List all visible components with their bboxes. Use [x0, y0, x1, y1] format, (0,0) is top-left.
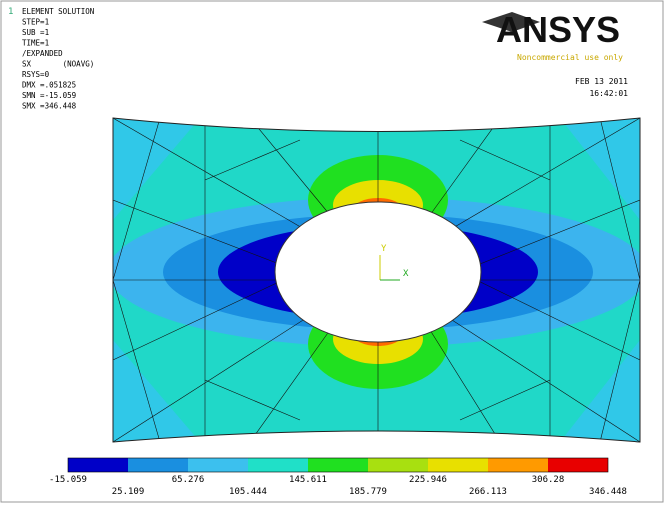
legend-label: 346.448	[589, 487, 627, 497]
legend-label: -15.059	[49, 475, 87, 485]
legend-swatch	[188, 458, 248, 472]
legend-swatch	[548, 458, 608, 472]
info-line: SUB =1	[22, 28, 49, 37]
legend-label: 25.109	[112, 487, 145, 497]
triad-label: X	[403, 269, 409, 279]
legend-label: 266.113	[469, 487, 507, 497]
date: FEB 13 2011	[575, 77, 628, 86]
info-line: DMX =.051825	[22, 81, 76, 90]
info-line: ELEMENT SOLUTION	[22, 7, 94, 16]
legend-swatch	[128, 458, 188, 472]
ansys-viewport: 1 ELEMENT SOLUTION STEP=1SUB =1 TIME=1/EXP…	[0, 0, 665, 504]
legend-label: 306.28	[532, 475, 565, 485]
info-line: RSYS=0	[22, 70, 50, 79]
legend-label: 145.611	[289, 475, 327, 485]
logo-note: Noncommercial use only	[517, 53, 623, 62]
legend-swatch	[368, 458, 428, 472]
info-line: /EXPANDED	[22, 49, 63, 58]
legend-swatch	[308, 458, 368, 472]
legend-label: 225.946	[409, 475, 447, 485]
legend-label: 65.276	[172, 475, 205, 485]
legend-label: 105.444	[229, 487, 267, 497]
info-line: SMN =-15.059	[22, 91, 76, 100]
info-line: SMX =346.448	[22, 102, 77, 111]
corner-label: 1	[8, 7, 13, 17]
info-line: STEP=1	[22, 18, 49, 27]
info-line: TIME=1	[22, 39, 49, 48]
logo-text: ANSYS	[496, 9, 620, 50]
triad-label: Y	[381, 244, 387, 254]
legend-swatch	[68, 458, 128, 472]
info-line: SX (NOAVG)	[22, 60, 94, 69]
legend-swatch	[428, 458, 488, 472]
legend-swatch	[488, 458, 548, 472]
time: 16:42:01	[589, 89, 628, 98]
legend-label: 185.779	[349, 487, 387, 497]
hole	[275, 202, 481, 342]
legend-swatch	[248, 458, 308, 472]
